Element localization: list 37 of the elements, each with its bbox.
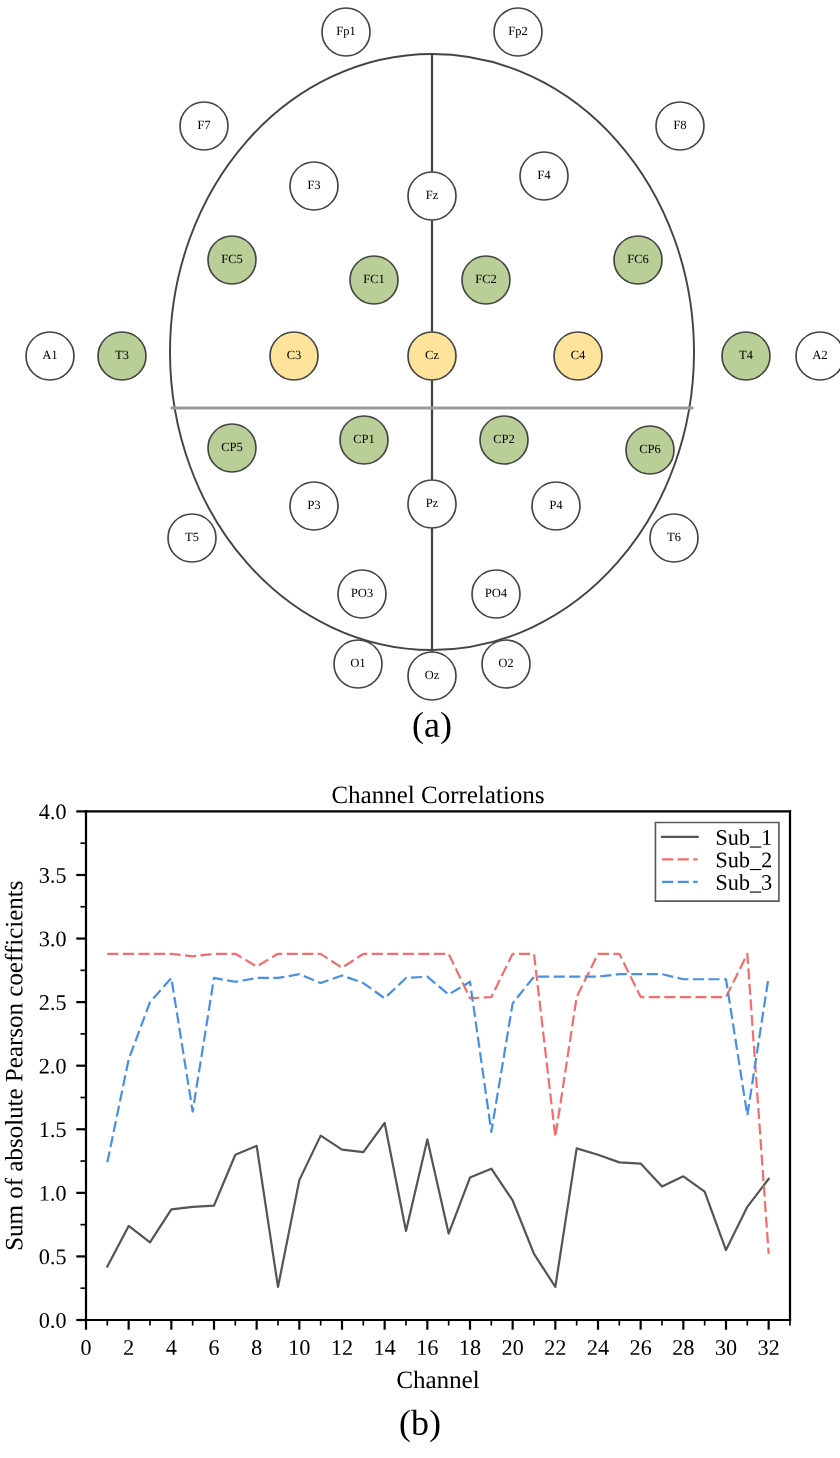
- x-tick-label: 14: [375, 1340, 396, 1355]
- x-tick-label: 10: [290, 1340, 310, 1356]
- y-tick-label: 2.5: [39, 995, 66, 1011]
- x-tick-label: 26: [630, 1340, 652, 1356]
- legend-label: Sub_3: [716, 874, 772, 893]
- x-tick-label: 16: [418, 1340, 438, 1356]
- x-tick-label: 32: [758, 1340, 779, 1356]
- x-axis-title: Channel: [397, 1370, 480, 1389]
- x-tick-label: 8: [251, 1340, 262, 1356]
- x-tick-label: 28: [673, 1340, 694, 1356]
- y-tick-label: 3.5: [39, 867, 66, 883]
- legend-label: Sub_2: [716, 851, 771, 871]
- text: (b): [400, 1409, 440, 1443]
- x-tick-label: 6: [209, 1340, 219, 1356]
- x-tick-label: 30: [715, 1340, 737, 1356]
- x-tick-label: 12: [332, 1340, 352, 1355]
- y-tick-label: 4.0: [39, 804, 66, 820]
- legend-label: Sub_1: [716, 829, 771, 848]
- text: (a): [413, 711, 451, 745]
- line-series: [106, 973, 770, 1164]
- x-tick-label: 4: [166, 1340, 177, 1355]
- x-tick-label: 20: [502, 1340, 523, 1356]
- y-tick-label: 2.0: [39, 1058, 66, 1074]
- y-tick-label: 1.0: [40, 1185, 66, 1201]
- y-tick-label: 3.0: [39, 931, 66, 947]
- x-tick-label: 24: [587, 1340, 609, 1355]
- x-tick-label: 18: [460, 1340, 481, 1356]
- y-tick-label: 0.5: [39, 1249, 66, 1265]
- line-series: [106, 1121, 770, 1289]
- x-tick-label: 2: [124, 1340, 133, 1355]
- line-series: [106, 952, 770, 1255]
- y-tick-label: 0.0: [39, 1312, 66, 1329]
- chart-title: Channel Correlations: [332, 785, 544, 804]
- y-axis-title: Sum of absolute Pearson coefficients: [4, 881, 23, 1250]
- y-tick-label: 1.5: [40, 1122, 66, 1138]
- x-tick-label: 22: [545, 1340, 566, 1355]
- x-tick-label: 0: [81, 1340, 91, 1356]
